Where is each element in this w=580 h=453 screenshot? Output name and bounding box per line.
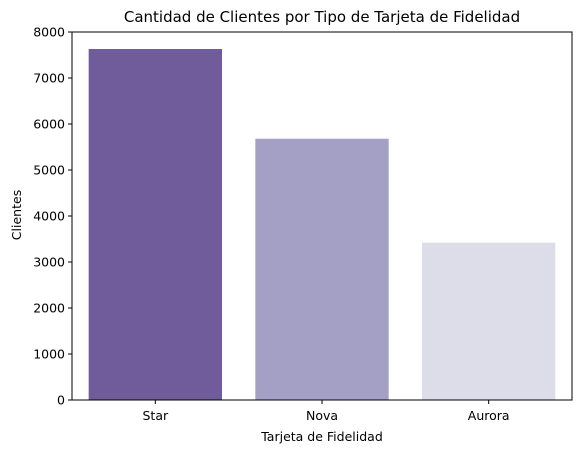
- x-tick-label-star: Star: [143, 408, 169, 423]
- x-tick-label-nova: Nova: [306, 408, 338, 423]
- bar-nova: [255, 138, 389, 400]
- bar-aurora: [422, 242, 556, 400]
- y-axis-title: Clientes: [9, 190, 24, 240]
- x-axis-title: Tarjeta de Fidelidad: [260, 429, 383, 444]
- y-tick-label: 3000: [33, 255, 65, 270]
- y-tick-label: 2000: [33, 301, 65, 316]
- y-axis: 0 1000 2000 3000 4000 5000 6000 7000 8000: [33, 25, 72, 408]
- y-tick-label: 1000: [33, 347, 65, 362]
- x-axis: Star Nova Aurora: [143, 400, 510, 423]
- x-tick-label-aurora: Aurora: [468, 408, 510, 423]
- y-tick-label: 5000: [33, 163, 65, 178]
- chart-title: Cantidad de Clientes por Tipo de Tarjeta…: [124, 8, 520, 26]
- y-tick-label: 6000: [33, 117, 65, 132]
- y-tick-label: 0: [57, 393, 65, 408]
- y-tick-label: 8000: [33, 25, 65, 40]
- y-tick-label: 4000: [33, 209, 65, 224]
- bars-group: [88, 49, 556, 401]
- bar-star: [88, 49, 223, 401]
- y-tick-label: 7000: [33, 71, 65, 86]
